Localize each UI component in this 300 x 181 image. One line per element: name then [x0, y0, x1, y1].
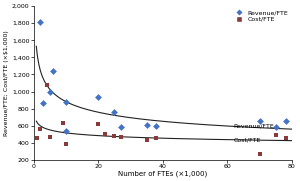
- Point: [154, 136, 159, 139]
- Point: [118, 126, 123, 129]
- Text: Revenue/FTE: Revenue/FTE: [234, 123, 274, 128]
- Point: [96, 95, 101, 98]
- Point: [64, 142, 68, 145]
- Point: [60, 122, 65, 125]
- Point: [112, 134, 117, 137]
- Point: [96, 123, 101, 125]
- Point: [41, 101, 46, 104]
- X-axis label: Number of FTEs (×1,000): Number of FTEs (×1,000): [118, 170, 208, 177]
- Point: [112, 111, 117, 113]
- Text: Cost/FTE: Cost/FTE: [234, 138, 261, 143]
- Point: [283, 137, 288, 140]
- Point: [144, 123, 149, 126]
- Point: [257, 120, 262, 123]
- Legend: Revenue/FTE, Cost/FTE: Revenue/FTE, Cost/FTE: [232, 9, 289, 23]
- Point: [44, 83, 49, 86]
- Y-axis label: Revenue/FTE; Cost/FTE (×$1,000): Revenue/FTE; Cost/FTE (×$1,000): [4, 30, 9, 136]
- Point: [64, 100, 68, 103]
- Point: [102, 133, 107, 136]
- Point: [47, 135, 52, 138]
- Point: [273, 134, 278, 136]
- Point: [273, 126, 278, 129]
- Point: [38, 128, 43, 131]
- Point: [64, 129, 68, 132]
- Point: [154, 124, 159, 127]
- Point: [144, 139, 149, 142]
- Point: [283, 119, 288, 122]
- Point: [34, 136, 39, 139]
- Point: [118, 135, 123, 138]
- Point: [47, 90, 52, 93]
- Point: [38, 20, 43, 23]
- Point: [51, 70, 56, 72]
- Point: [257, 152, 262, 155]
